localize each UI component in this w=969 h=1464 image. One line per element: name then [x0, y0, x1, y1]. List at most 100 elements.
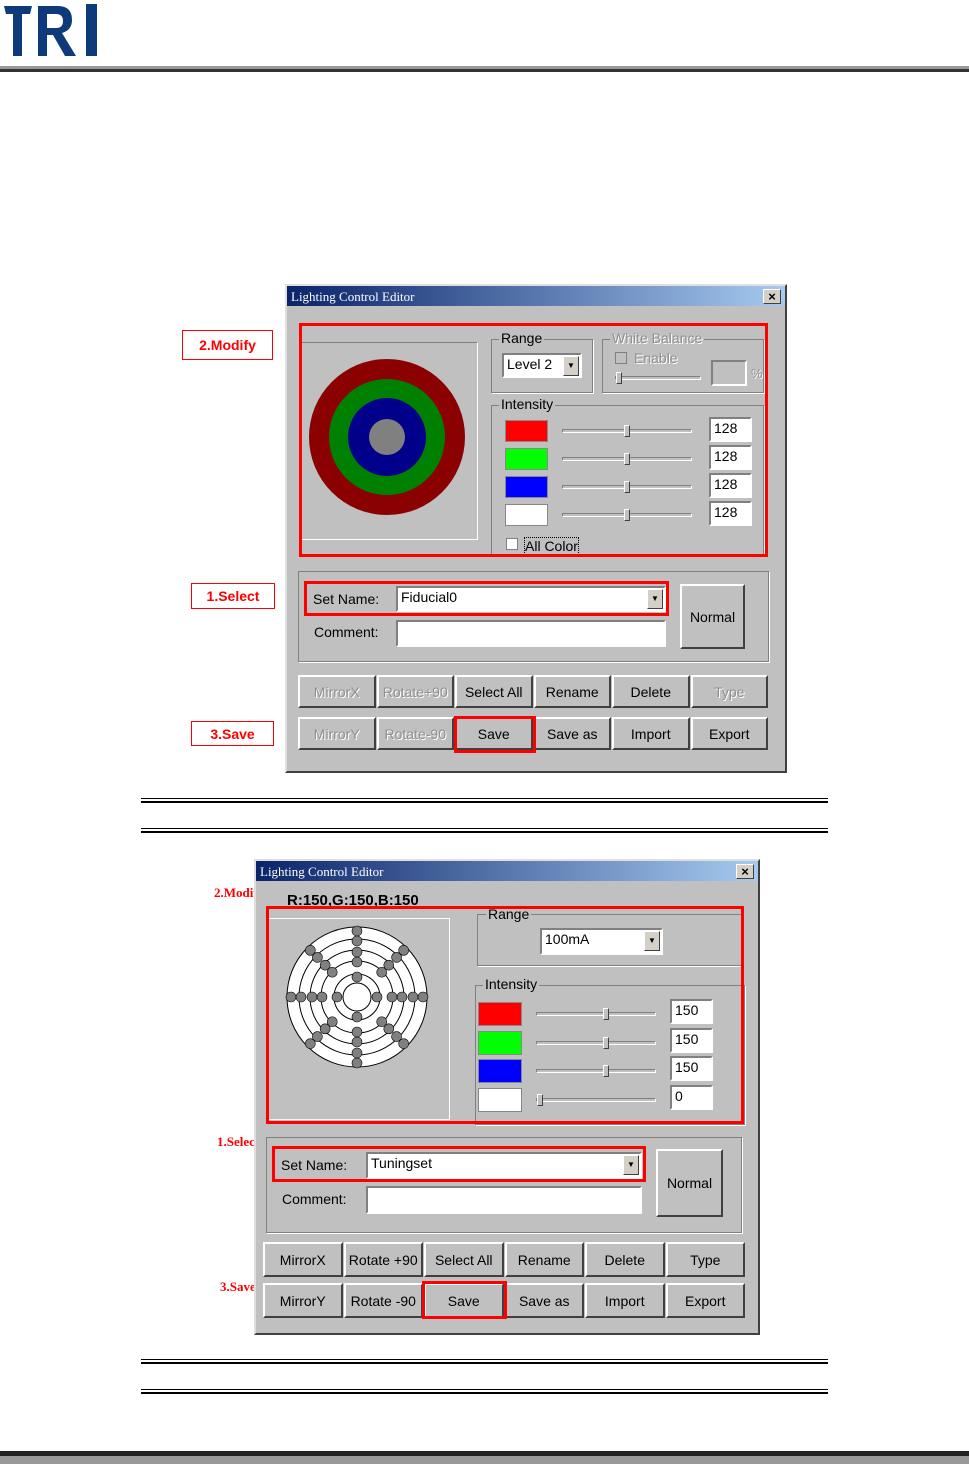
chevron-down-icon: ▼: [623, 1155, 639, 1175]
intensity-value-input[interactable]: 150: [670, 1027, 713, 1053]
ring-light-preview[interactable]: [301, 343, 477, 539]
led-dot: [312, 1031, 323, 1042]
intensity-value-input[interactable]: 128: [709, 417, 752, 442]
led-array-preview[interactable]: [269, 919, 449, 1119]
chevron-down-icon: ▼: [647, 589, 663, 609]
intensity-slider-thumb[interactable]: [624, 509, 630, 521]
rotate-90-button[interactable]: Rotate-90: [376, 717, 454, 750]
intensity-slider-thumb[interactable]: [624, 453, 630, 465]
title-bar: Lighting Control Editor: [287, 286, 785, 306]
select-all-button[interactable]: Select All: [455, 675, 533, 708]
enable-label: Enable: [634, 350, 678, 366]
note-modify: 2.Modify: [214, 885, 265, 900]
led-dot: [305, 945, 316, 956]
range-value: Level 2: [507, 356, 553, 372]
type-button[interactable]: Type: [690, 675, 768, 708]
rgb-readout: R:150,G:150,B:150: [287, 892, 419, 909]
intensity-value-input[interactable]: 128: [709, 445, 752, 470]
set-name-select[interactable]: Tuningset ▼: [366, 1152, 642, 1179]
range-label: Range: [486, 906, 532, 922]
mirrory-button[interactable]: MirrorY: [298, 717, 376, 750]
save-highlight: [454, 716, 536, 753]
header-rule: [0, 66, 969, 72]
select-highlight: [304, 581, 669, 616]
led-dot: [391, 952, 402, 963]
normal-button[interactable]: Normal: [680, 584, 745, 649]
intensity-track: [562, 453, 692, 465]
mirrorx-button[interactable]: MirrorX: [298, 675, 376, 708]
led-dot: [331, 991, 343, 1003]
led-dot: [326, 966, 338, 978]
save-as-button[interactable]: Save as: [504, 1283, 584, 1318]
intensity-value-input[interactable]: 128: [709, 501, 752, 526]
color-swatch: [505, 448, 548, 470]
color-swatch: [505, 504, 548, 526]
range-value: 100mA: [545, 931, 590, 947]
modify-highlight: [266, 906, 744, 1124]
led-dot: [319, 959, 331, 971]
intensity-slider-thumb[interactable]: [537, 1094, 543, 1107]
select-all-button[interactable]: Select All: [424, 1242, 504, 1277]
export-button[interactable]: Export: [665, 1283, 745, 1318]
dialog-title: Lighting Control Editor: [291, 289, 415, 304]
intensity-slider-thumb[interactable]: [603, 1065, 609, 1078]
comment-input[interactable]: [396, 620, 666, 647]
intensity-value-input[interactable]: 150: [670, 999, 713, 1024]
intensity-track: [562, 481, 692, 493]
rotate-90-button[interactable]: Rotate+90: [376, 675, 454, 708]
normal-button[interactable]: Normal: [656, 1149, 723, 1217]
led-dot: [351, 1026, 363, 1038]
led-dot: [351, 1011, 363, 1023]
import-button[interactable]: Import: [612, 717, 690, 750]
white-balance-slider[interactable]: [616, 372, 622, 384]
rule: [141, 1389, 828, 1394]
intensity-value-input[interactable]: 128: [709, 473, 752, 498]
close-button[interactable]: ×: [763, 289, 781, 304]
led-dot: [398, 945, 409, 956]
intensity-value-input[interactable]: 150: [670, 1056, 713, 1082]
export-button[interactable]: Export: [690, 717, 768, 750]
note-save: 3.Save: [191, 721, 274, 746]
intensity-slider-thumb[interactable]: [603, 1008, 609, 1020]
lighting-editor-dialog-2: Lighting Control Editor × R:150,G:150,B:…: [254, 859, 760, 1335]
intensity-value-input[interactable]: 0: [670, 1085, 713, 1111]
led-dot: [351, 1047, 363, 1059]
led-dot: [398, 1038, 409, 1049]
rename-button[interactable]: Rename: [533, 675, 611, 708]
led-dot: [371, 991, 383, 1003]
delete-button[interactable]: Delete: [585, 1242, 665, 1277]
intensity-slider-thumb[interactable]: [624, 425, 630, 437]
white-balance-input[interactable]: [711, 360, 747, 386]
intensity-slider-thumb[interactable]: [624, 481, 630, 493]
range-select[interactable]: 100mA ▼: [540, 928, 663, 955]
mirrory-button[interactable]: MirrorY: [263, 1283, 343, 1318]
rotate-90-button[interactable]: Rotate -90: [343, 1283, 423, 1318]
set-group: [266, 1137, 742, 1233]
rotate-90-button[interactable]: Rotate +90: [343, 1242, 423, 1277]
led-dot: [376, 966, 388, 978]
set-name-value: Tuningset: [371, 1155, 432, 1171]
enable-checkbox[interactable]: [615, 352, 627, 364]
light-preview-panel: [268, 918, 450, 1120]
comment-input[interactable]: [366, 1186, 642, 1214]
chevron-down-icon: ▼: [644, 931, 660, 951]
intensity-track: [562, 425, 692, 437]
rule: [141, 1359, 828, 1364]
all-color-checkbox[interactable]: [506, 538, 518, 550]
save-as-button[interactable]: Save as: [533, 717, 611, 750]
rename-button[interactable]: Rename: [504, 1242, 584, 1277]
delete-button[interactable]: Delete: [612, 675, 690, 708]
color-swatch: [478, 1030, 522, 1055]
set-name-label: Set Name:: [281, 1157, 348, 1173]
intensity-track: [562, 509, 692, 521]
mirrorx-button[interactable]: MirrorX: [263, 1242, 343, 1277]
note-modify: 2.Modify: [182, 330, 273, 360]
led-dot: [386, 991, 398, 1003]
set-name-select[interactable]: Fiducial0 ▼: [396, 586, 666, 612]
lighting-editor-dialog-1: Lighting Control Editor × Range Level 2 ▼…: [285, 284, 787, 773]
type-button[interactable]: Type: [665, 1242, 745, 1277]
intensity-slider-thumb[interactable]: [603, 1036, 609, 1049]
range-select[interactable]: Level 2 ▼: [502, 353, 582, 378]
close-button[interactable]: ×: [736, 864, 754, 879]
import-button[interactable]: Import: [585, 1283, 665, 1318]
